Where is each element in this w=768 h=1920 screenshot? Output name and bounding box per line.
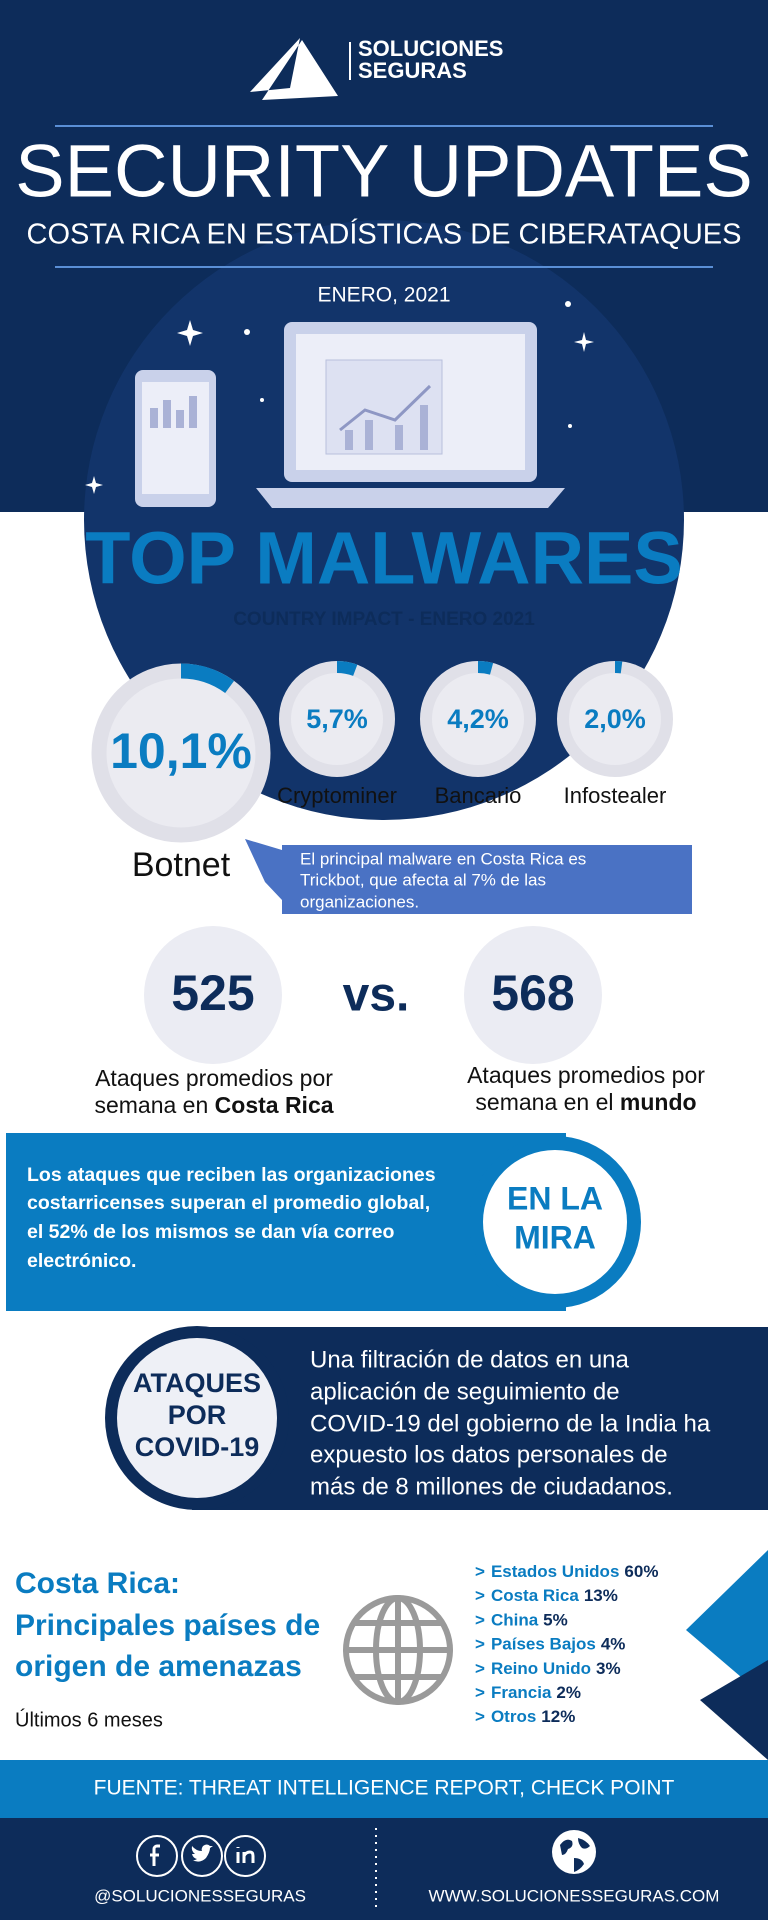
origins-period: Últimos 6 meses [15,1708,163,1731]
malware-name: Bancario [435,783,522,808]
brand: SEGURAS [358,58,467,83]
donut-arc [336,661,358,677]
stat-caption: Ataques promedios por [95,1065,333,1091]
malware-name: Cryptominer [277,783,397,808]
row-marker: > [475,1562,485,1581]
caption-part: semana en el [475,1089,619,1115]
stat-caption: semana en Costa Rica [94,1092,333,1118]
donut-arc [180,663,235,694]
mira-text: el 52% de los mismos se dan vía correo [27,1221,395,1243]
logo [250,38,338,100]
donut-label: 2,0% [584,704,646,734]
country-name: Otros [491,1708,536,1727]
section-subtitle: COUNTRY IMPACT - ENERO 2021 [233,609,535,630]
covid-badge-text: POR [168,1400,227,1430]
covid-text: expuesto los datos personales de [310,1441,668,1468]
decoration [686,1550,768,1700]
stat-caption: semana en el mundo [475,1089,696,1115]
caption-bold: mundo [620,1089,697,1115]
country-share: 13% [584,1587,618,1606]
country-list: > Estados Unidos 60% > Costa Rica 13% > China 5%… [475,1562,658,1726]
stat-circle [464,926,602,1064]
country-name: Estados Unidos [491,1562,619,1581]
country-name: China [491,1611,539,1630]
mira-badge [483,1150,627,1294]
stat: 568 [491,965,574,1021]
section-title: TOP MALWARES [85,517,683,600]
country-share: 3% [596,1659,621,1678]
country-row: > Reino Unido 3% [475,1659,621,1678]
covid-text: más de 8 millones de ciudadanos. [310,1473,673,1500]
donut-group: 10,1% Botnet 5,7% Cryptominer 4,2% Bancario 2,… [91,661,673,884]
stat-circle [144,926,282,1064]
brand: SOLUCIONES [358,36,503,61]
country-row: > Países Bajos 4% [475,1635,625,1654]
donut-arc [477,661,494,675]
source: FUENTE: THREAT INTELLIGENCE REPORT, CHEC… [94,1777,675,1800]
source-band [0,1760,768,1818]
note: Trickbot, que afecta al 7% de las [300,870,546,889]
note: organizaciones. [300,892,419,911]
footer-bg [0,1818,768,1920]
malware-name: Infostealer [564,783,667,808]
country-share: 5% [543,1611,568,1630]
stat-caption: Ataques promedios por [467,1062,705,1088]
country-share: 12% [541,1708,575,1727]
vs: vs. [343,969,410,1022]
row-marker: > [475,1708,485,1727]
row-marker: > [475,1611,485,1630]
country-name: Reino Unido [491,1659,591,1678]
covid-badge-text: COVID-19 [135,1432,260,1462]
donut-label: 5,7% [306,704,368,734]
country-row: > Estados Unidos 60% [475,1562,658,1581]
caption-part: semana en [94,1092,214,1118]
donut-label: 4,2% [447,704,509,734]
country-name: Países Bajos [491,1635,596,1654]
mira-badge-text: EN LA [507,1180,603,1216]
web-icon [552,1830,596,1874]
country-name: Francia [491,1683,552,1702]
mira-text: costarricenses superan el promedio globa… [27,1192,430,1214]
mira-badge-text: MIRA [514,1219,596,1255]
covid-badge [117,1338,277,1498]
social-icons [136,1835,266,1877]
covid-text: COVID-19 del gobierno de la India ha [310,1410,711,1437]
donut-label: 10,1% [110,723,252,779]
title: SECURITY UPDATES [15,130,752,213]
note-box [245,839,692,914]
country-row: > Francia 2% [475,1683,581,1702]
decoration [700,1660,768,1760]
country-row: > Costa Rica 13% [475,1587,618,1606]
covid-text: aplicación de seguimiento de [310,1378,620,1405]
covid-badge-text: ATAQUES [133,1368,261,1398]
subtitle: COSTA RICA EN ESTADÍSTICAS DE CIBERATAQU… [27,218,742,251]
note: El principal malware en Costa Rica es [300,849,586,868]
date: ENERO, 2021 [317,284,450,307]
stat: 525 [171,965,254,1021]
origins-title: Costa Rica: [15,1567,180,1600]
row-marker: > [475,1659,485,1678]
social-handle: @SOLUCIONESSEGURAS [94,1886,306,1905]
covid-text: Una filtración de datos en una [310,1346,630,1373]
row-marker: > [475,1683,485,1702]
malware-name: Botnet [132,846,231,884]
row-marker: > [475,1587,485,1606]
origins-title: Principales países de [15,1609,320,1642]
country-name: Costa Rica [491,1587,579,1606]
country-share: 2% [556,1683,581,1702]
website: WWW.SOLUCIONESSEGURAS.COM [429,1886,720,1905]
globe-icon [343,1595,453,1705]
country-share: 4% [601,1635,626,1654]
origins-title: origen de amenazas [15,1650,302,1683]
mira-text: Los ataques que reciben las organizacion… [27,1164,436,1186]
country-row: > Otros 12% [475,1708,575,1727]
illustration [85,301,594,508]
country-row: > China 5% [475,1611,568,1630]
mira-text: electrónico. [27,1250,136,1272]
country-share: 60% [624,1562,658,1581]
row-marker: > [475,1635,485,1654]
caption-bold: Costa Rica [215,1092,334,1118]
